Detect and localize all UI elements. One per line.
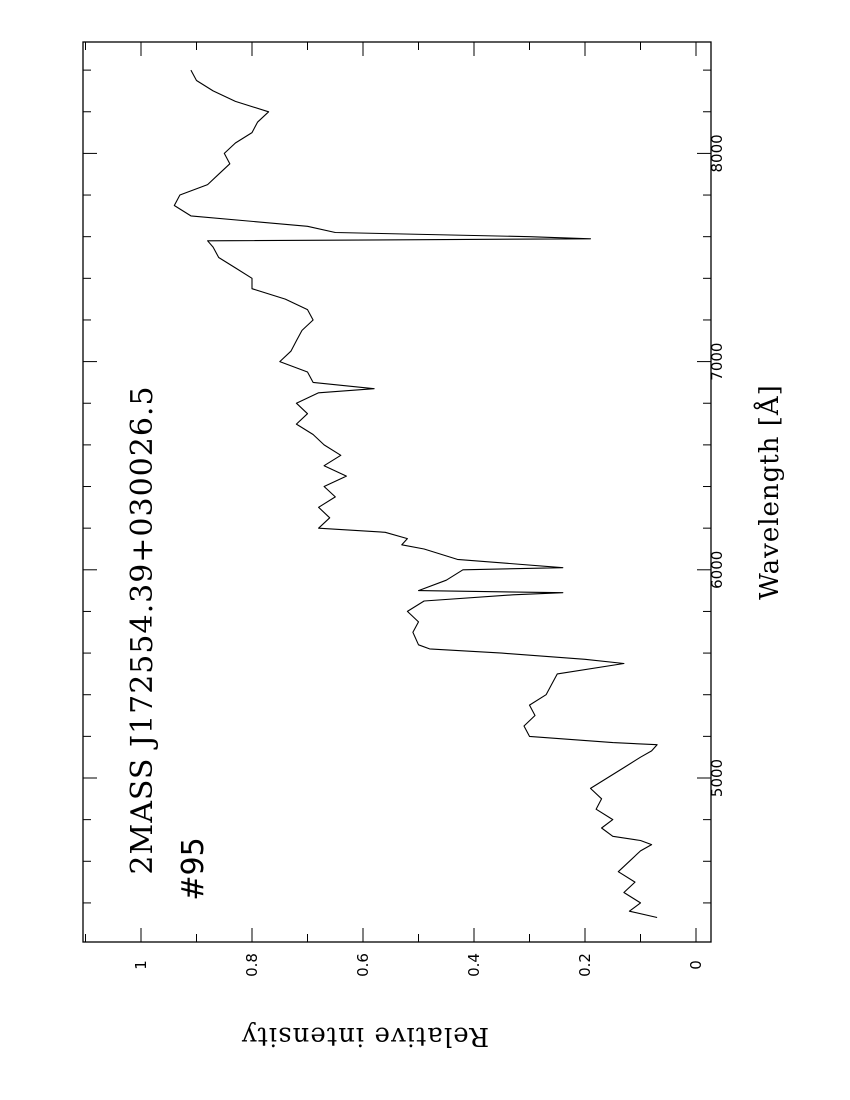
x-axis-label: Wavelength [Å] bbox=[753, 384, 785, 600]
y-axis-label: Relative intensity bbox=[241, 1021, 489, 1051]
x-tick-label: 8000 bbox=[708, 134, 726, 172]
ticks-layer bbox=[83, 42, 711, 942]
plot-frame bbox=[82, 41, 712, 943]
x-tick-label: 6000 bbox=[708, 551, 726, 589]
y-tick-label: 0.2 bbox=[576, 953, 594, 977]
tick-labels-layer: 5000 6000 7000 8000 0 0.2 0.4 0.6 0.8 1 bbox=[132, 134, 726, 977]
spectrum-line bbox=[173, 69, 658, 919]
y-tick-label: 0 bbox=[687, 960, 705, 970]
x-tick-label: 7000 bbox=[708, 343, 726, 381]
object-id-label: #95 bbox=[176, 837, 211, 900]
x-tick-label: 5000 bbox=[708, 759, 726, 797]
y-tick-label: 0.8 bbox=[243, 953, 261, 977]
y-tick-label: 1 bbox=[132, 960, 150, 970]
object-title: 2MASS J172554.39+030026.5 bbox=[125, 385, 160, 874]
y-tick-label: 0.4 bbox=[465, 953, 483, 977]
y-tick-label: 0.6 bbox=[354, 953, 372, 977]
